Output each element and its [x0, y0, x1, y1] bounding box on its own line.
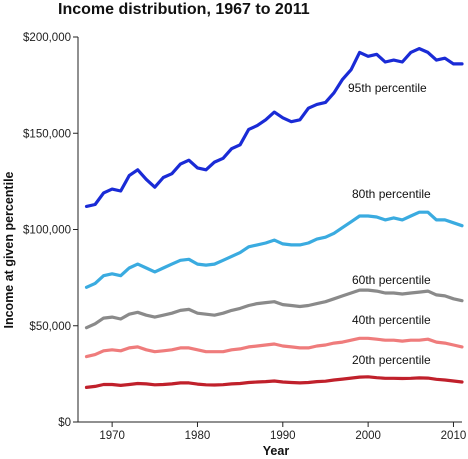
series-label: 20th percentile — [352, 353, 431, 367]
series-line — [84, 336, 464, 359]
series-line — [84, 288, 464, 330]
y-axis-label: Income at given percentile — [2, 171, 16, 328]
series-labels: 95th percentile 80th percentile 60th perce… — [348, 81, 431, 367]
chart-title: Income distribution, 1967 to 2011 — [58, 1, 310, 18]
x-tick-label: 1980 — [185, 430, 211, 442]
series-label: 60th percentile — [352, 273, 431, 287]
series-lines — [84, 46, 464, 389]
series-line — [84, 210, 464, 289]
x-axis-ticks: 1970 1980 1990 2000 2010 — [99, 422, 466, 442]
y-tick-label: $0 — [58, 417, 71, 429]
x-tick-label: 2000 — [355, 430, 381, 442]
y-tick-label: $50,000 — [29, 321, 71, 333]
x-tick-label: 1990 — [270, 430, 296, 442]
y-tick-label: $150,000 — [23, 128, 71, 140]
y-tick-label: $100,000 — [23, 225, 71, 237]
series-label: 40th percentile — [352, 313, 431, 327]
y-tick-label: $200,000 — [23, 32, 71, 44]
x-tick-label: 2010 — [441, 430, 467, 442]
series-label: 80th percentile — [352, 187, 431, 201]
y-axis-ticks: $0 $50,000 $100,000 $150,000 $200,000 — [23, 32, 78, 429]
x-axis-label: Year — [263, 444, 290, 458]
x-tick-label: 1970 — [99, 430, 125, 442]
series-label: 95th percentile — [348, 81, 427, 95]
series-line — [84, 46, 464, 208]
series-line — [84, 375, 464, 389]
